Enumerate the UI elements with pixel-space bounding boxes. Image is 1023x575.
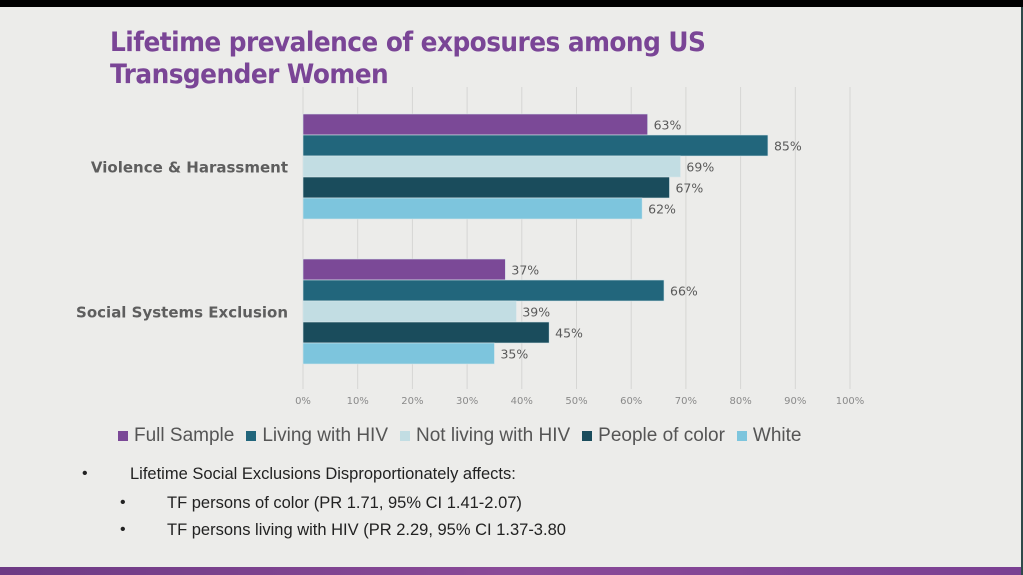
legend-label: Not living with HIV: [416, 425, 571, 446]
legend-swatch: [118, 431, 128, 441]
slide-title: Lifetime prevalence of exposures among U…: [110, 27, 706, 90]
bar: [302, 342, 495, 365]
bullet-item: TF persons living with HIV (PR 2.29, 95%…: [167, 521, 566, 539]
bar-value-label: 66%: [670, 284, 698, 299]
category-label: Violence & Harassment: [91, 159, 288, 177]
bullet-dot: •: [120, 521, 126, 538]
footer-band: [0, 567, 1021, 575]
bar-value-label: 35%: [500, 347, 528, 362]
bar-chart: 63% 85% 69% 67% 62% 37% 66% 39% 45% 35% Violence …: [76, 87, 864, 407]
x-axis-ticks: 0% 10% 20% 30% 40% 50% 60% 70% 80% 90% 100%: [295, 396, 864, 407]
bar-value-label: 63%: [654, 118, 682, 133]
bar: [302, 258, 506, 281]
bar: [302, 300, 517, 323]
bar: [302, 197, 643, 220]
bar-value-label: 69%: [686, 160, 714, 175]
legend-item: Not living with HIV: [400, 425, 570, 447]
chart-legend: Full Sample Living with HIV Not living wit…: [118, 425, 814, 447]
bar-value-label: 39%: [522, 305, 550, 320]
legend-item: People of color: [582, 425, 725, 447]
x-tick-label: 30%: [456, 396, 478, 407]
bar: [302, 176, 670, 199]
x-tick-label: 40%: [511, 396, 533, 407]
bullet-item: TF persons of color (PR 1.71, 95% CI 1.4…: [167, 494, 522, 512]
bullet-item: Lifetime Social Exclusions Disproportion…: [130, 465, 516, 483]
x-tick-label: 60%: [620, 396, 642, 407]
legend-swatch: [400, 431, 410, 441]
bar-value-label: 67%: [675, 181, 703, 196]
x-tick-label: 80%: [729, 396, 751, 407]
legend-label: Living with HIV: [262, 425, 388, 446]
legend-swatch: [582, 431, 593, 441]
bar-value-label: 62%: [648, 202, 676, 217]
legend-item: Living with HIV: [246, 425, 388, 447]
bar: [302, 279, 665, 302]
bar: [302, 155, 681, 178]
legend-label: People of color: [598, 425, 725, 446]
legend-swatch: [246, 431, 257, 441]
bar-value-label: 85%: [774, 139, 802, 154]
x-tick-label: 10%: [347, 396, 369, 407]
bullet-dot: •: [82, 465, 88, 482]
value-labels: 63% 85% 69% 67% 62% 37% 66% 39% 45% 35%: [500, 118, 801, 362]
x-tick-label: 20%: [401, 396, 423, 407]
bar-value-label: 45%: [555, 326, 583, 341]
bullet-dot: •: [120, 494, 126, 511]
window-edge: [1021, 7, 1023, 575]
x-tick-label: 70%: [675, 396, 697, 407]
legend-item: Full Sample: [118, 425, 234, 447]
bars: [302, 113, 769, 365]
bar: [302, 113, 648, 136]
legend-label: White: [752, 425, 802, 446]
legend-item: White: [736, 425, 802, 447]
bar-value-label: 37%: [511, 263, 539, 278]
legend-swatch: [736, 431, 747, 441]
bar: [302, 134, 769, 157]
slide: Lifetime prevalence of exposures among U…: [0, 7, 1021, 575]
x-tick-label: 50%: [565, 396, 587, 407]
category-labels: Violence & Harassment Social Systems Excl…: [76, 159, 288, 322]
bar: [302, 321, 550, 344]
category-label: Social Systems Exclusion: [76, 304, 288, 322]
x-tick-label: 0%: [295, 396, 311, 407]
x-tick-label: 90%: [784, 396, 806, 407]
legend-label: Full Sample: [134, 425, 235, 446]
x-tick-label: 100%: [836, 396, 865, 407]
